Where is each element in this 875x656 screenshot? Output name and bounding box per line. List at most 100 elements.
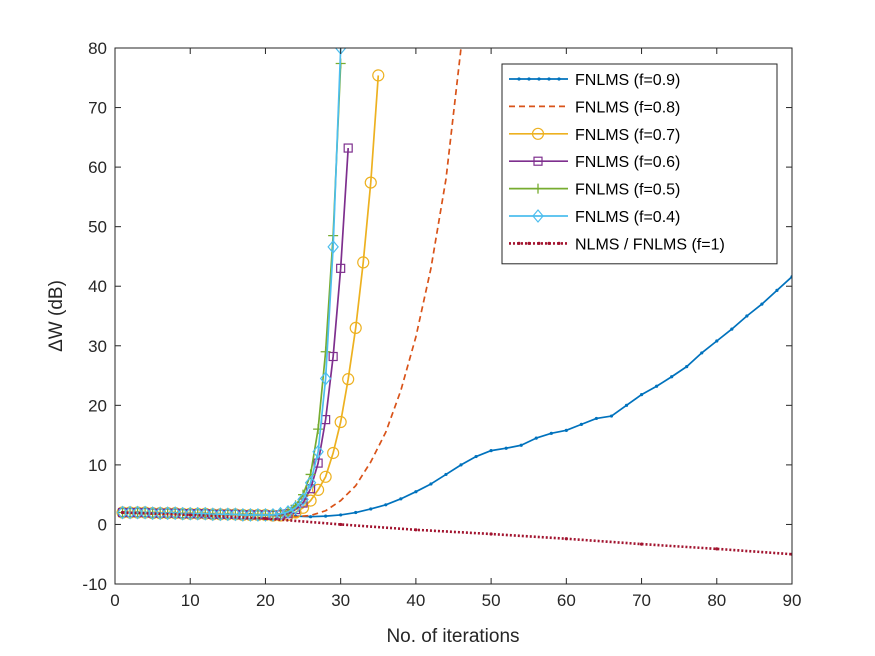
data-point-5-2: [131, 505, 144, 520]
legend-marker-0-0: [517, 77, 521, 81]
x-tick-label-3: 30: [331, 591, 350, 610]
data-point-2-26: [312, 483, 325, 497]
data-point-2-31: [349, 321, 362, 335]
x-tick-label-1: 10: [181, 591, 200, 610]
data-point-0-38: [715, 339, 719, 343]
data-point-0-18: [414, 490, 418, 494]
legend-marker-0-2: [537, 77, 541, 81]
legend-label-2: FNLMS (f=0.7): [575, 127, 680, 144]
data-point-5-0: [116, 505, 129, 520]
series-line-6: [122, 511, 792, 556]
data-point-0-23: [489, 448, 493, 453]
legend-box: [501, 63, 778, 265]
data-point-0-22: [474, 454, 478, 459]
legend-label-4: FNLMS (f=0.5): [575, 182, 680, 199]
data-point-0-32: [624, 403, 629, 407]
data-point-2-27: [319, 470, 332, 483]
legend-marker-2: [531, 127, 545, 140]
y-tick-label-8: 70: [88, 99, 107, 118]
legend-entry-0: FNLMS (f=0.9): [509, 72, 680, 89]
data-point-0-24: [504, 446, 508, 450]
y-tick-label-1: 0: [98, 515, 107, 534]
data-point-5-17: [244, 507, 257, 522]
legend: FNLMS (f=0.9) FNLMS (f=0.8) FNLMS (f=0.7) F…: [501, 63, 778, 265]
data-point-0-11: [308, 515, 313, 519]
data-point-5-22: [282, 505, 294, 519]
y-tick-label-3: 20: [88, 396, 107, 415]
data-point-5-9: [184, 506, 197, 521]
y-tick-label-2: 10: [88, 456, 107, 475]
legend-entry-4: FNLMS (f=0.5): [509, 182, 680, 199]
data-point-5-3: [139, 505, 151, 520]
data-point-2-29: [334, 415, 347, 429]
data-point-0-33: [639, 393, 644, 397]
legend-entry-2: FNLMS (f=0.7): [509, 127, 680, 144]
data-point-0-19: [429, 482, 433, 486]
legend-entry-5: FNLMS (f=0.4): [509, 209, 680, 226]
data-point-0-37: [700, 351, 704, 355]
data-point-0-31: [609, 414, 614, 418]
data-point-6-7: [639, 542, 644, 546]
y-tick-label-0: -10: [82, 575, 107, 594]
data-point-5-7: [169, 506, 181, 521]
legend-label-5: FNLMS (f=0.4): [575, 209, 680, 226]
data-point-5-10: [191, 506, 204, 521]
legend-marker-5: [532, 209, 544, 223]
data-point-4-27: [320, 346, 331, 357]
x-tick-label-9: 90: [783, 591, 802, 610]
data-point-0-17: [399, 497, 403, 501]
data-point-2-30: [342, 373, 355, 386]
y-tick-label-4: 30: [88, 337, 107, 356]
data-point-5-1: [124, 505, 136, 520]
data-point-5-5: [154, 506, 166, 521]
legend-marker-6-2: [537, 241, 541, 245]
x-tick-label-5: 50: [482, 591, 501, 610]
data-point-0-16: [384, 503, 388, 507]
data-point-3-28: [328, 351, 338, 362]
data-point-5-24: [297, 492, 309, 507]
data-point-0-14: [354, 510, 358, 515]
data-point-5-4: [146, 506, 159, 521]
data-point-4-26: [313, 424, 324, 435]
legend-marker-6-3: [547, 241, 551, 245]
data-point-0-41: [760, 302, 764, 306]
data-point-5-27: [319, 371, 332, 386]
legend-entry-1: FNLMS (f=0.8): [509, 99, 680, 116]
data-point-4-25: [305, 469, 316, 480]
data-point-6-1: [188, 513, 192, 517]
data-point-0-39: [730, 327, 734, 331]
data-point-0-12: [324, 514, 328, 518]
data-point-5-12: [207, 507, 219, 522]
data-point-6-6: [564, 537, 568, 541]
data-point-0-25: [519, 443, 523, 447]
data-point-5-14: [222, 507, 234, 522]
data-point-5-28: [327, 239, 339, 254]
legend-marker-3: [533, 156, 543, 166]
x-tick-label-4: 40: [406, 591, 425, 610]
data-point-0-30: [594, 416, 599, 421]
data-point-0-15: [369, 507, 373, 511]
x-tick-label-6: 60: [557, 591, 576, 610]
legend-marker-0-3: [547, 77, 551, 81]
y-tick-label-5: 40: [88, 277, 107, 296]
data-point-3-30: [343, 143, 353, 153]
data-point-5-8: [176, 506, 189, 521]
data-point-5-6: [161, 506, 174, 521]
data-point-5-26: [312, 444, 324, 459]
data-point-0-26: [534, 436, 538, 440]
data-point-0-20: [444, 472, 448, 477]
data-point-5-25: [304, 475, 317, 490]
data-point-5-19: [259, 507, 272, 522]
x-axis-label: No. of iterations: [386, 626, 519, 647]
data-point-2-28: [327, 446, 340, 460]
data-point-6-3: [339, 522, 343, 527]
data-point-6-8: [715, 547, 719, 551]
legend-marker-6-1: [527, 241, 531, 245]
data-point-2-33: [364, 176, 377, 189]
data-point-0-42: [775, 288, 779, 292]
data-point-3-26: [313, 458, 323, 468]
x-tick-label-7: 70: [632, 591, 651, 610]
data-point-0-36: [685, 365, 689, 369]
